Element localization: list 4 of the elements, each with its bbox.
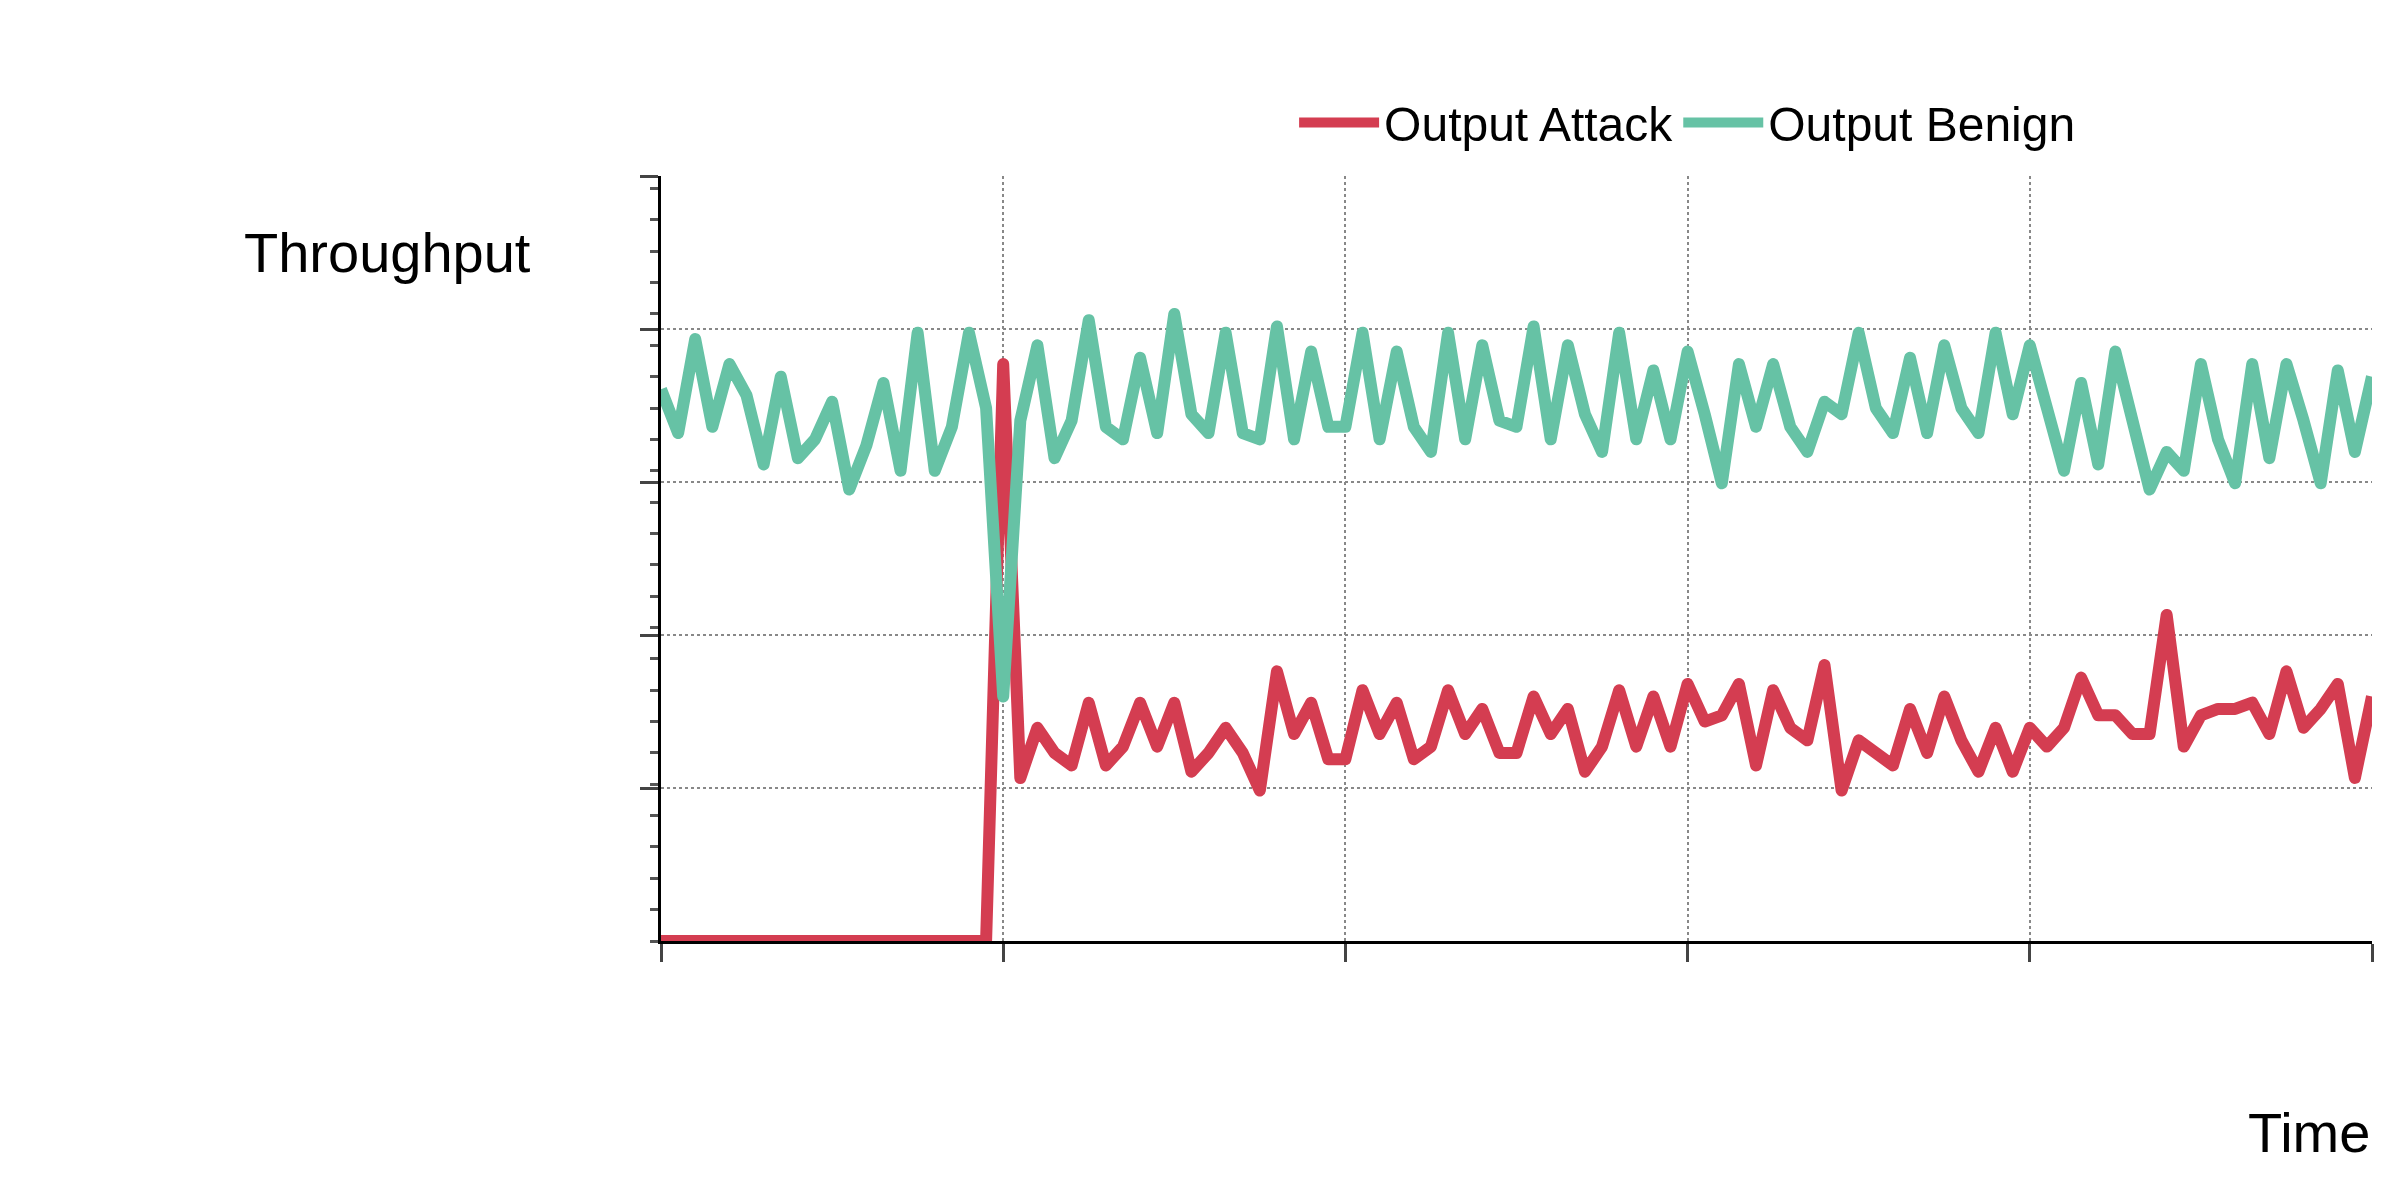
- legend-label: Output Benign: [1768, 98, 2076, 152]
- y-axis-title: Throughput: [244, 221, 531, 284]
- x-axis-title: Time: [2248, 1101, 2371, 1164]
- legend-label: Output Attack: [1384, 98, 1674, 152]
